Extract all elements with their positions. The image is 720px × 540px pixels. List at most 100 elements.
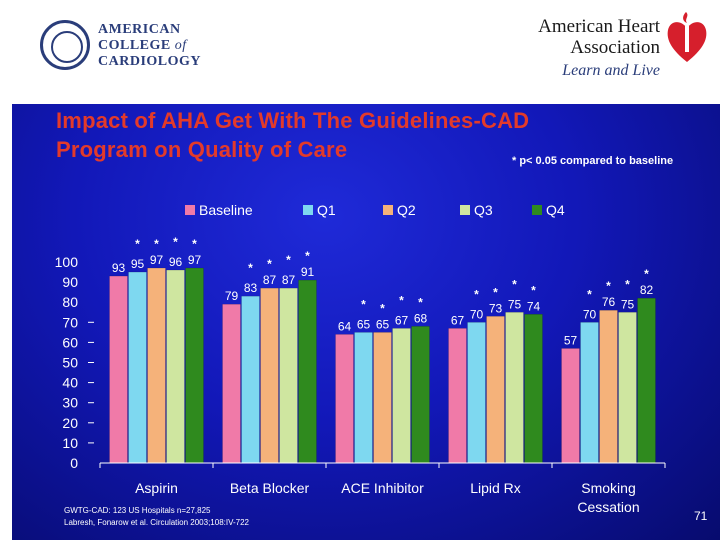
- aha-logo-name: American Heart Association: [538, 16, 660, 58]
- left-border-strip: [0, 0, 12, 540]
- y-tick-label: 90: [62, 274, 78, 290]
- bar: [335, 334, 354, 464]
- legend-swatch: [460, 205, 470, 215]
- significance-star: *: [531, 283, 536, 297]
- bar: [241, 295, 260, 464]
- bar: [505, 312, 524, 464]
- bar: [373, 332, 392, 464]
- data-label: 68: [414, 311, 428, 325]
- bar: [486, 316, 505, 464]
- significance-star: *: [173, 235, 178, 249]
- bar: [185, 267, 204, 464]
- data-label: 87: [263, 273, 277, 287]
- significance-star: *: [399, 293, 404, 307]
- legend-label: Q2: [397, 202, 416, 218]
- acc-line-1: AMERICAN: [98, 22, 181, 37]
- category-label: Aspirin: [135, 480, 178, 496]
- data-label: 64: [338, 319, 352, 333]
- y-tick-label: 30: [62, 395, 78, 411]
- y-tick-label: 50: [62, 355, 78, 371]
- data-label: 70: [470, 307, 484, 321]
- y-tick-label: 20: [62, 415, 78, 431]
- legend-swatch: [303, 205, 313, 215]
- legend-label: Q3: [474, 202, 493, 218]
- category-label: Smoking: [581, 480, 635, 496]
- data-label: 82: [640, 283, 654, 297]
- category-label: Lipid Rx: [470, 480, 521, 496]
- bar: [580, 322, 599, 464]
- bar: [411, 326, 430, 464]
- significance-star: *: [248, 261, 253, 275]
- footnote: GWTG-CAD: 123 US Hospitals n=27,825 Labr…: [64, 505, 249, 529]
- legend-label: Q4: [546, 202, 565, 218]
- y-tick-label: 10: [62, 435, 78, 451]
- bar: [260, 287, 279, 464]
- acc-seal-icon: [40, 20, 90, 70]
- data-label: 67: [451, 313, 465, 327]
- data-label: 93: [112, 261, 126, 275]
- data-label: 65: [357, 317, 371, 331]
- legend-label: Q1: [317, 202, 336, 218]
- category-label: ACE Inhibitor: [341, 480, 424, 496]
- bar: [599, 309, 618, 464]
- header-band: [12, 0, 720, 104]
- data-label: 87: [282, 273, 296, 287]
- bar: [448, 328, 467, 464]
- bar: [524, 314, 543, 464]
- page-number: 71: [694, 509, 708, 523]
- y-tick-label: 60: [62, 334, 78, 350]
- acc-line-2: COLLEGE of: [98, 38, 187, 53]
- data-label: 79: [225, 289, 239, 303]
- legend-label: Baseline: [199, 202, 253, 218]
- legend-swatch: [532, 205, 542, 215]
- data-label: 74: [527, 299, 541, 313]
- y-tick-label: 80: [62, 294, 78, 310]
- acc-line-3: CARDIOLOGY: [98, 54, 202, 69]
- significance-star: *: [474, 287, 479, 301]
- footnote-line-1: GWTG-CAD: 123 US Hospitals n=27,825: [64, 506, 211, 515]
- data-label: 70: [583, 307, 597, 321]
- significance-star: *: [418, 295, 423, 309]
- significance-star: *: [154, 237, 159, 251]
- bar: [354, 332, 373, 464]
- bar: [561, 348, 580, 464]
- acc-logo: AMERICAN COLLEGE of CARDIOLOGY: [98, 22, 201, 70]
- bar: [467, 322, 486, 464]
- bar: [128, 271, 147, 464]
- y-tick-label: 0: [70, 455, 78, 471]
- significance-star: *: [644, 267, 649, 281]
- significance-star: *: [192, 237, 197, 251]
- bar: [618, 312, 637, 464]
- significance-star: *: [512, 277, 517, 291]
- significance-star: *: [606, 279, 611, 293]
- significance-star: *: [286, 253, 291, 267]
- aha-tagline: Learn and Live: [562, 62, 660, 79]
- data-label: 97: [150, 253, 164, 267]
- significance-star: *: [305, 249, 310, 263]
- bar: [279, 287, 298, 464]
- data-label: 97: [188, 253, 202, 267]
- significance-star: *: [135, 237, 140, 251]
- significance-star: *: [267, 257, 272, 271]
- significance-star: *: [625, 277, 630, 291]
- data-label: 83: [244, 281, 258, 295]
- slide-title: Impact of AHA Get With The Guidelines-CA…: [56, 106, 529, 164]
- heart-torch-icon: [667, 12, 707, 62]
- category-label: Beta Blocker: [230, 480, 310, 496]
- data-label: 65: [376, 317, 390, 331]
- bar: [147, 267, 166, 464]
- data-label: 67: [395, 313, 409, 327]
- significance-star: *: [380, 301, 385, 315]
- bar: [637, 297, 656, 464]
- data-label: 75: [621, 297, 635, 311]
- y-tick-label: 70: [62, 314, 78, 330]
- bar: [166, 269, 185, 464]
- y-tick-label: 40: [62, 375, 78, 391]
- legend-swatch: [185, 205, 195, 215]
- data-label: 73: [489, 301, 503, 315]
- data-label: 75: [508, 297, 522, 311]
- data-label: 95: [131, 257, 145, 271]
- data-label: 57: [564, 333, 578, 347]
- title-line-1: Impact of AHA Get With The Guidelines-CA…: [56, 108, 530, 133]
- bar: [109, 275, 128, 464]
